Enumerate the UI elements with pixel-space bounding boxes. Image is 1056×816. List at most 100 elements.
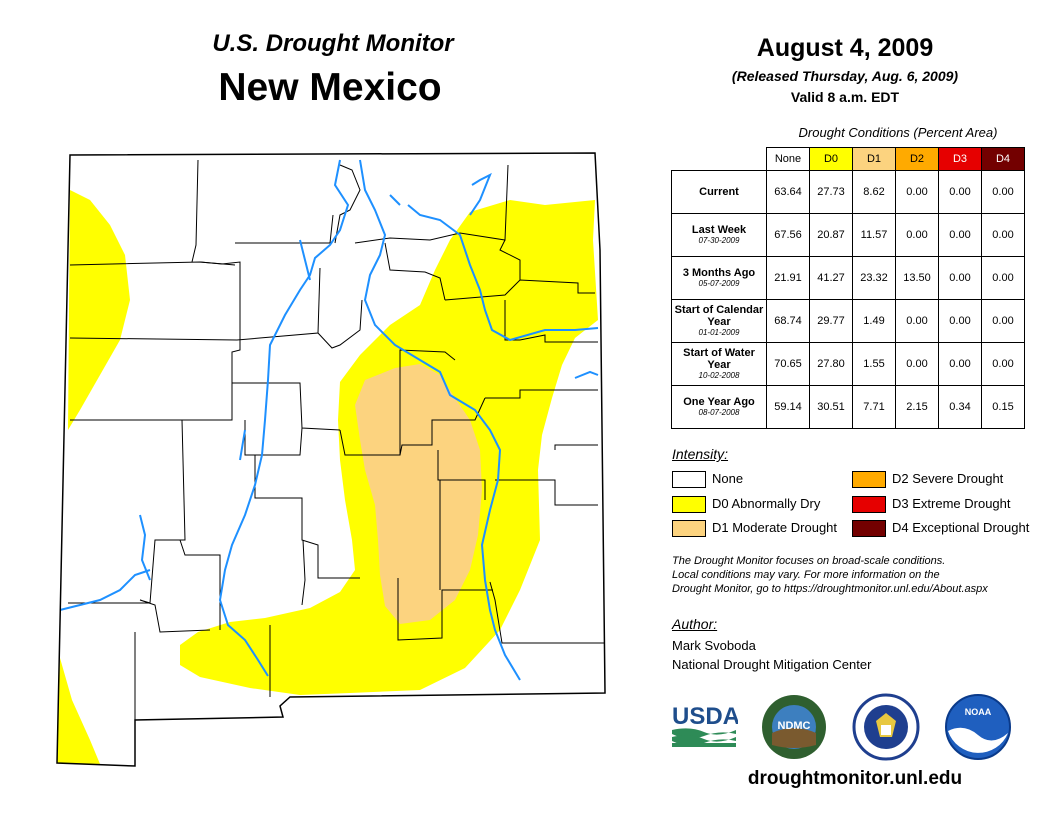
note-line: Drought Monitor, go to https://droughtmo… [672, 583, 988, 595]
table-cell: 0.00 [938, 170, 982, 214]
table-row: One Year Ago 08-07-2008 59.14 30.51 7.71 … [671, 385, 1025, 429]
col-header-d4: D4 [981, 147, 1025, 171]
table-cell: 70.65 [766, 342, 810, 386]
report-date: August 4, 2009 [756, 34, 934, 62]
note-line: Local conditions may vary. For more info… [672, 569, 940, 581]
usda-logo-text: USDA [672, 703, 738, 730]
legend-item-d3: D3 Extreme Drought [852, 495, 1011, 514]
usda-logo: USDA [670, 700, 740, 750]
table-cell: 0.00 [938, 256, 982, 300]
state-border [56, 152, 606, 767]
map-title: New Mexico [218, 66, 442, 109]
noaa-logo-text: NOAA [965, 707, 992, 717]
table-cell: 27.73 [809, 170, 853, 214]
table-cell: 0.00 [895, 299, 939, 343]
table-row: Start of Calendar Year 01-01-2009 68.74 2… [671, 299, 1025, 343]
table-cell: 0.15 [981, 385, 1025, 429]
author-organization: National Drought Mitigation Center [672, 657, 872, 672]
table-cell: 7.71 [852, 385, 896, 429]
legend-title: Intensity: [672, 446, 729, 462]
legend-swatch [672, 496, 706, 514]
table-cell: 0.00 [895, 213, 939, 257]
table-cell: 27.80 [809, 342, 853, 386]
legend-item-d4: D4 Exceptional Drought [852, 519, 1029, 538]
ndmc-logo-text: NDMC [778, 720, 811, 732]
table-row: 3 Months Ago 05-07-2009 21.91 41.27 23.32… [671, 256, 1025, 300]
row-date: 10-02-2008 [698, 371, 740, 380]
table-row: Last Week 07-30-2009 67.56 20.87 11.57 0.… [671, 213, 1025, 257]
note-line: The Drought Monitor focuses on broad-sca… [672, 555, 946, 567]
col-header-none: None [766, 147, 810, 171]
table-cell: 0.00 [938, 299, 982, 343]
table-cell: 0.00 [981, 299, 1025, 343]
table-cell: 29.77 [809, 299, 853, 343]
table-cell: 11.57 [852, 213, 896, 257]
new-mexico-drought-map [56, 152, 606, 767]
col-header-d1: D1 [852, 147, 896, 171]
noaa-logo: NOAA [944, 693, 1012, 761]
legend-swatch [852, 471, 886, 489]
table-cell: 20.87 [809, 213, 853, 257]
table-cell: 63.64 [766, 170, 810, 214]
table-header-row: None D0 D1 D2 D3 D4 [672, 147, 1025, 171]
legend-swatch [672, 520, 706, 538]
ndmc-logo: NDMC [760, 693, 828, 761]
row-label: One Year Ago 08-07-2008 [671, 385, 767, 429]
table-corner [672, 148, 767, 171]
table-row: Current 63.64 27.73 8.62 0.00 0.00 0.00 [671, 170, 1025, 214]
legend-item-d2: D2 Severe Drought [852, 470, 1003, 489]
table-cell: 68.74 [766, 299, 810, 343]
row-label: Start of Water Year 10-02-2008 [671, 342, 767, 386]
row-date: 08-07-2008 [698, 408, 740, 417]
table-cell: 41.27 [809, 256, 853, 300]
table-cell: 30.51 [809, 385, 853, 429]
author-name: Mark Svoboda [672, 638, 756, 653]
conditions-table-title: Drought Conditions (Percent Area) [798, 125, 998, 140]
table-cell: 59.14 [766, 385, 810, 429]
legend-swatch [852, 520, 886, 538]
table-cell: 0.00 [895, 342, 939, 386]
row-date: 01-01-2009 [698, 328, 740, 337]
website-link[interactable]: droughtmonitor.unl.edu [747, 768, 963, 789]
row-label: 3 Months Ago 05-07-2009 [671, 256, 767, 300]
county-boundaries [68, 159, 605, 720]
release-date: (Released Thursday, Aug. 6, 2009) [731, 68, 959, 84]
d1-moderate-drought-area [355, 364, 482, 624]
valid-time: Valid 8 a.m. EDT [790, 89, 900, 105]
legend-swatch [852, 496, 886, 514]
drought-conditions-table: None D0 D1 D2 D3 D4 Current 63.64 27.73 … [671, 147, 1025, 429]
row-date: 05-07-2009 [698, 279, 740, 288]
table-cell: 2.15 [895, 385, 939, 429]
col-header-d3: D3 [938, 147, 982, 171]
table-cell: 0.00 [938, 213, 982, 257]
table-cell: 13.50 [895, 256, 939, 300]
table-cell: 23.32 [852, 256, 896, 300]
disclaimer-note: The Drought Monitor focuses on broad-sca… [672, 554, 1052, 596]
col-header-d2: D2 [895, 147, 939, 171]
table-cell: 8.62 [852, 170, 896, 214]
table-row: Start of Water Year 10-02-2008 70.65 27.8… [671, 342, 1025, 386]
table-cell: 0.34 [938, 385, 982, 429]
col-header-d0: D0 [809, 147, 853, 171]
author-heading: Author: [672, 616, 718, 632]
legend-item-d1: D1 Moderate Drought [672, 519, 837, 538]
legend-item-none: None [672, 470, 743, 489]
row-label: Current [671, 170, 767, 214]
table-cell: 0.00 [981, 256, 1025, 300]
rivers [59, 159, 599, 681]
table-cell: 67.56 [766, 213, 810, 257]
legend-swatch [672, 471, 706, 489]
row-label: Last Week 07-30-2009 [671, 213, 767, 257]
table-cell: 0.00 [895, 170, 939, 214]
table-cell: 0.00 [938, 342, 982, 386]
row-label: Start of Calendar Year 01-01-2009 [671, 299, 767, 343]
table-cell: 0.00 [981, 170, 1025, 214]
table-cell: 0.00 [981, 213, 1025, 257]
row-date: 07-30-2009 [698, 236, 740, 245]
table-cell: 1.49 [852, 299, 896, 343]
table-cell: 21.91 [766, 256, 810, 300]
table-cell: 1.55 [852, 342, 896, 386]
legend-item-d0: D0 Abnormally Dry [672, 495, 820, 514]
commerce-seal-logo [852, 693, 920, 761]
table-cell: 0.00 [981, 342, 1025, 386]
